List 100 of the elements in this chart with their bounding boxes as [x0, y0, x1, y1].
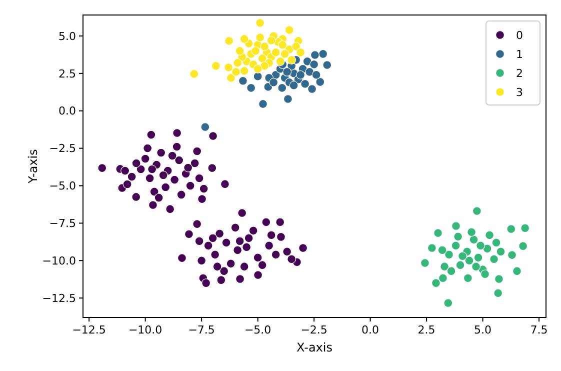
point	[278, 83, 287, 92]
x-tick-label: −10.0	[128, 324, 162, 336]
point	[224, 62, 234, 72]
legend-label: 1	[516, 48, 523, 61]
point	[454, 232, 463, 242]
point	[200, 122, 210, 132]
point	[431, 278, 440, 288]
point	[292, 42, 301, 51]
point	[246, 83, 256, 92]
point	[456, 260, 465, 270]
point	[269, 78, 278, 87]
legend-label: 2	[516, 66, 523, 80]
point	[190, 69, 199, 78]
y-tick-label: −2.5	[49, 142, 76, 156]
point	[452, 222, 461, 230]
point	[438, 274, 448, 283]
point	[485, 230, 494, 240]
point	[434, 228, 443, 238]
point	[427, 244, 436, 253]
y-tick-label: −10.0	[42, 254, 76, 268]
point	[482, 244, 492, 254]
point	[310, 50, 320, 60]
y-tick-label: 2.5	[58, 67, 76, 80]
point	[512, 266, 522, 276]
point	[446, 266, 456, 276]
legend-label: 0	[516, 28, 523, 42]
y-axis-title: Y-axis	[26, 149, 40, 184]
point	[316, 77, 325, 86]
x-tick-label: −12.5	[72, 324, 106, 336]
y-tick-label: −12.5	[42, 292, 76, 305]
point	[302, 56, 312, 66]
point	[308, 84, 317, 94]
x-tick-label: 0.0	[362, 324, 380, 336]
point	[444, 250, 454, 260]
point	[226, 73, 236, 82]
point	[480, 270, 490, 279]
point	[283, 94, 292, 104]
point	[322, 60, 332, 70]
point	[278, 40, 288, 50]
point	[271, 48, 280, 57]
point	[518, 242, 528, 251]
y-tick-label: −5.0	[49, 180, 76, 193]
point	[266, 36, 276, 45]
y-tick-label: 5.0	[58, 30, 76, 43]
point	[469, 235, 478, 244]
point	[235, 46, 244, 56]
y-tick-label: 0.0	[58, 104, 76, 118]
point	[312, 70, 321, 80]
point	[490, 254, 499, 264]
point	[508, 250, 517, 260]
point	[240, 66, 249, 76]
point	[440, 262, 450, 272]
x-tick-label: −5.0	[244, 324, 272, 336]
point	[472, 206, 482, 216]
point	[451, 241, 460, 250]
point	[258, 54, 267, 63]
point	[492, 238, 501, 248]
legend-label: 3	[516, 86, 523, 99]
point	[463, 274, 472, 283]
point	[458, 252, 468, 261]
point	[474, 253, 483, 262]
point	[444, 298, 453, 308]
x-tick-label: 5.0	[474, 324, 492, 336]
point	[310, 60, 319, 69]
point	[256, 32, 265, 42]
x-tick-label: −7.5	[188, 324, 215, 336]
point	[300, 79, 310, 88]
point	[296, 70, 306, 80]
point	[494, 274, 504, 284]
point	[287, 55, 296, 64]
x-tick-label: 7.5	[530, 324, 548, 336]
point	[289, 80, 298, 90]
point	[305, 67, 314, 76]
point	[256, 18, 265, 28]
x-axis-title: X-axis	[296, 340, 332, 354]
point	[280, 49, 290, 58]
point	[282, 67, 292, 76]
point	[506, 224, 516, 234]
point	[258, 99, 268, 108]
point	[464, 256, 474, 266]
point	[467, 228, 476, 237]
point	[276, 56, 285, 66]
point	[296, 48, 306, 57]
point	[494, 288, 503, 298]
x-tick-label: 2.5	[418, 324, 436, 336]
point	[496, 247, 506, 256]
point	[224, 36, 234, 46]
point	[284, 25, 294, 34]
x-tick-label: −2.5	[300, 324, 328, 336]
point	[233, 58, 242, 68]
point	[238, 76, 248, 86]
point	[260, 42, 270, 51]
point	[318, 49, 328, 58]
point	[251, 46, 260, 56]
point	[260, 61, 270, 70]
point	[240, 34, 249, 44]
point	[476, 241, 486, 250]
point	[211, 61, 220, 70]
point	[253, 64, 262, 74]
point	[472, 262, 481, 272]
